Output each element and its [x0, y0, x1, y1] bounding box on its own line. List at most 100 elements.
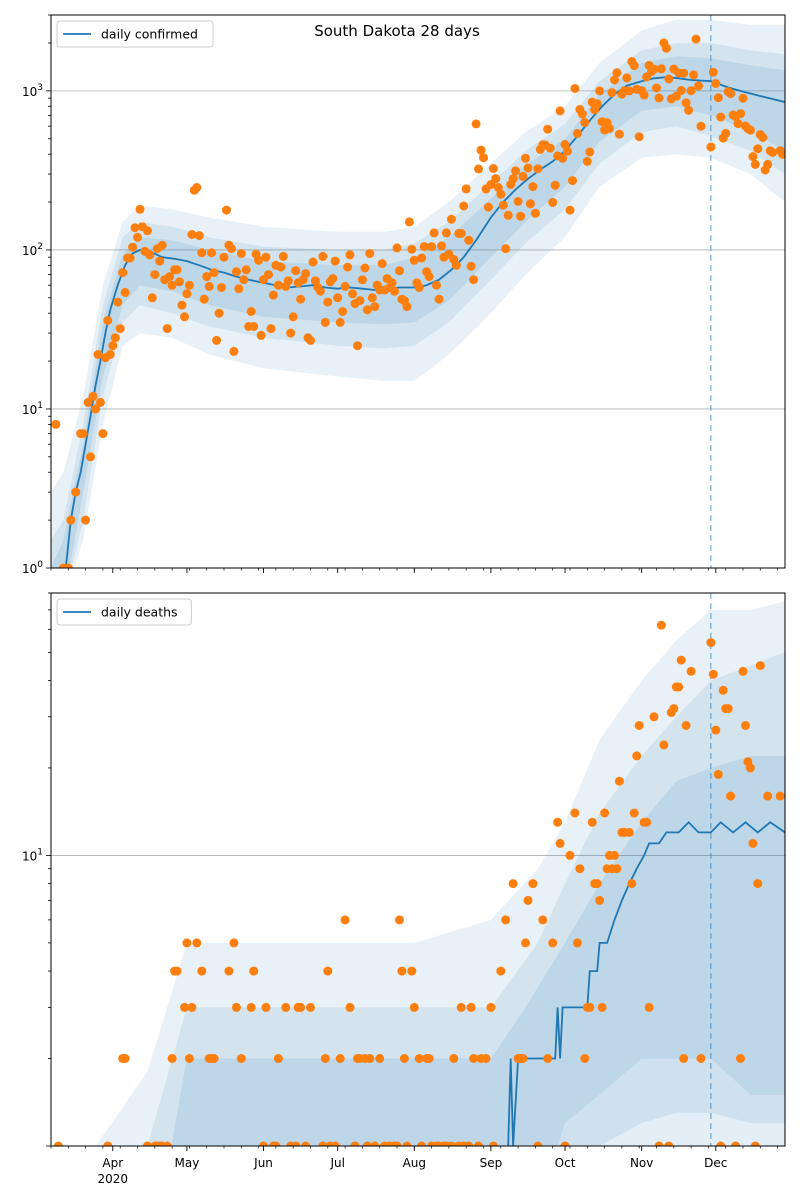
death-axes-frame: [50, 592, 786, 1147]
death-data-point: [508, 879, 518, 889]
x-tick-label: Sep: [480, 1156, 503, 1170]
conf-data-point: [691, 34, 701, 44]
conf-data-point: [150, 270, 160, 280]
x-tick-label: Oct: [555, 1156, 576, 1170]
death-data-point: [142, 1141, 152, 1146]
conf-data-point: [162, 324, 172, 334]
death-data-point: [120, 1054, 130, 1063]
death-data-point: [192, 938, 202, 948]
conf-data-point: [93, 350, 103, 359]
death-data-point: [231, 1002, 241, 1012]
conf-data-point: [268, 290, 278, 300]
death-data-point: [716, 1141, 726, 1146]
conf-legend: daily confirmed: [56, 20, 214, 48]
death-data-point: [654, 1141, 664, 1146]
conf-y-tick-base: 10: [22, 244, 37, 258]
death-data-point: [555, 838, 565, 848]
conf-band-mid: [51, 43, 785, 568]
conf-data-point: [249, 322, 259, 331]
conf-data-point: [533, 164, 543, 174]
conf-data-point: [488, 164, 498, 173]
conf-data-point: [612, 68, 622, 78]
death-data-point: [417, 1141, 427, 1146]
conf-data-point: [582, 156, 592, 166]
conf-data-point: [318, 251, 328, 261]
death-data-point: [676, 655, 686, 665]
conf-plot-area: [51, 15, 785, 568]
death-data-point: [632, 751, 642, 761]
conf-data-point: [98, 429, 108, 439]
conf-data-point: [634, 132, 644, 142]
conf-data-point: [105, 350, 115, 359]
conf-data-point: [276, 262, 286, 272]
conf-data-point: [296, 294, 306, 304]
death-data-point: [392, 1141, 402, 1146]
conf-data-point: [229, 346, 239, 356]
conf-data-point: [320, 317, 330, 327]
death-data-point: [320, 1054, 330, 1063]
conf-data-point: [676, 86, 686, 95]
death-y-tick-base: 10: [22, 849, 37, 863]
conf-data-point: [81, 515, 91, 525]
conf-data-point: [409, 255, 419, 265]
conf-data-point: [708, 67, 718, 77]
conf-data-point: [624, 86, 634, 96]
conf-data-point: [753, 144, 763, 154]
conf-y-tick-exponent: 1: [37, 401, 43, 411]
death-data-point: [726, 791, 736, 801]
conf-data-point: [209, 268, 219, 278]
conf-data-point: [261, 252, 271, 262]
death-data-point: [449, 1054, 459, 1063]
conf-data-point: [219, 252, 229, 262]
conf-data-point: [71, 487, 81, 497]
conf-y-tick-label: 102: [22, 242, 43, 258]
death-data-point: [533, 1141, 543, 1146]
death-data-point: [572, 938, 582, 948]
death-data-point: [362, 1141, 372, 1146]
death-data-point: [664, 1141, 674, 1146]
death-data-point: [409, 1002, 419, 1012]
death-data-point: [501, 915, 511, 925]
conf-data-point: [130, 223, 140, 233]
conf-data-point: [291, 266, 301, 276]
death-data-point: [750, 1141, 760, 1146]
death-data-point: [543, 1054, 553, 1063]
conf-data-point: [86, 452, 95, 462]
conf-data-point: [716, 112, 726, 122]
conf-data-point: [469, 275, 479, 285]
conf-data-point: [118, 268, 128, 278]
death-data-point: [103, 1141, 113, 1146]
conf-data-point: [288, 312, 298, 322]
conf-data-point: [461, 184, 471, 194]
death-data-point: [407, 966, 417, 976]
conf-data-point: [283, 276, 293, 286]
conf-data-point: [736, 109, 745, 119]
conf-data-point: [694, 81, 703, 91]
conf-data-point: [254, 255, 264, 265]
death-data-point: [172, 966, 182, 976]
death-plot-area: [51, 593, 785, 1146]
conf-data-point: [199, 294, 209, 304]
figure-title: South Dakota 28 days: [314, 22, 480, 40]
death-data-point: [296, 1002, 306, 1012]
conf-data-point: [177, 300, 187, 310]
death-data-point: [748, 838, 758, 848]
death-data-point: [708, 669, 718, 679]
conf-data-point: [63, 563, 73, 568]
conf-data-point: [711, 79, 721, 88]
x-tick-label: Dec: [704, 1156, 727, 1170]
conf-data-point: [548, 197, 558, 207]
conf-data-point: [241, 265, 251, 275]
death-data-point: [644, 1002, 654, 1012]
conf-data-point: [231, 267, 241, 277]
conf-data-point: [738, 93, 748, 103]
death-data-point: [182, 938, 192, 948]
conf-data-point: [214, 308, 224, 318]
death-y-tick-exponent: 1: [37, 847, 43, 857]
death-data-point: [592, 879, 602, 889]
death-data-point: [679, 1054, 689, 1063]
death-data-point: [595, 895, 605, 905]
conf-data-point: [414, 283, 424, 292]
conf-data-point: [343, 262, 353, 272]
conf-y-tick-label: 101: [22, 401, 43, 417]
